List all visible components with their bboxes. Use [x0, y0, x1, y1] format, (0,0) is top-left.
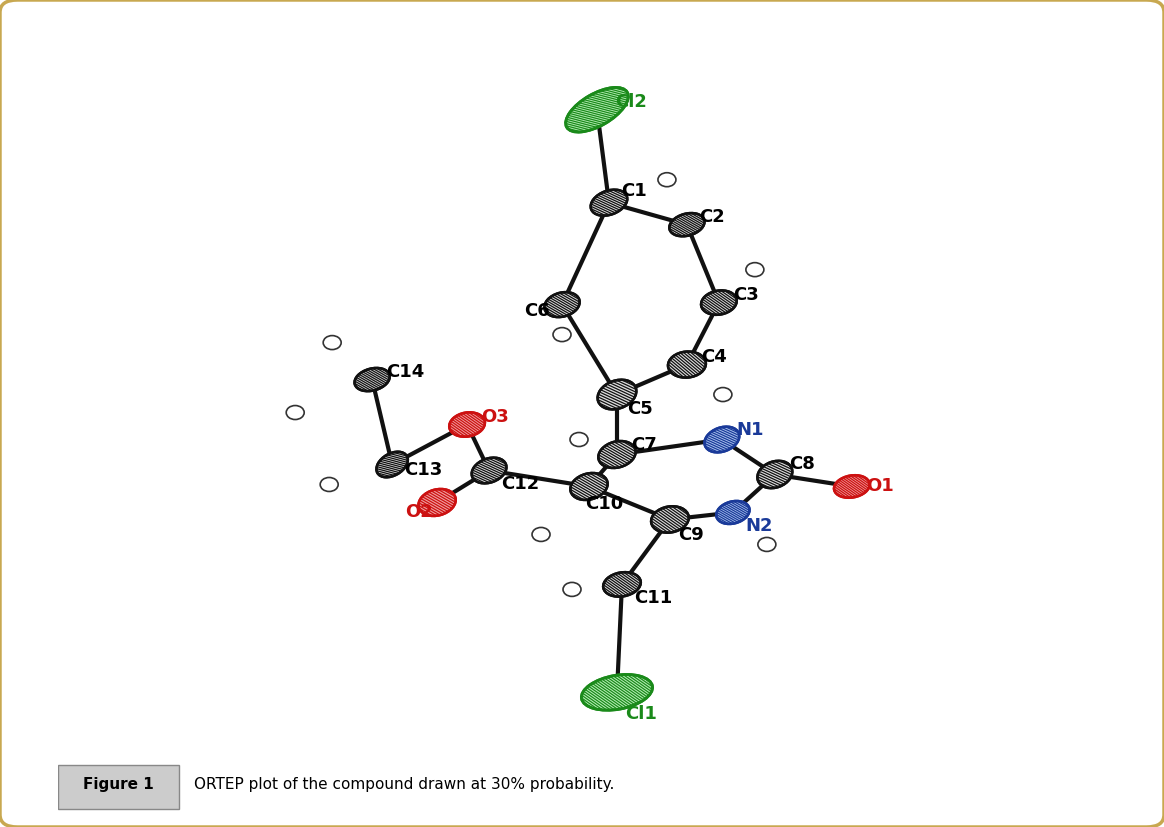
Text: C11: C11 — [634, 590, 673, 607]
Text: C2: C2 — [698, 208, 725, 226]
Text: C1: C1 — [620, 182, 647, 199]
Ellipse shape — [582, 675, 653, 710]
Text: C10: C10 — [585, 495, 623, 514]
Ellipse shape — [376, 452, 407, 477]
Ellipse shape — [758, 538, 776, 552]
Ellipse shape — [590, 189, 627, 216]
Text: ORTEP plot of the compound drawn at 30% probability.: ORTEP plot of the compound drawn at 30% … — [194, 777, 615, 792]
Text: Figure 1: Figure 1 — [83, 777, 154, 792]
Ellipse shape — [716, 501, 750, 524]
Text: C9: C9 — [677, 527, 704, 544]
Ellipse shape — [597, 380, 637, 409]
Text: O3: O3 — [481, 408, 509, 426]
Text: Cl1: Cl1 — [625, 705, 656, 724]
Ellipse shape — [324, 336, 341, 350]
Ellipse shape — [669, 213, 704, 237]
Text: C5: C5 — [627, 399, 653, 418]
Ellipse shape — [714, 388, 732, 402]
Text: Cl2: Cl2 — [615, 93, 647, 111]
Ellipse shape — [704, 427, 739, 452]
Ellipse shape — [746, 263, 764, 277]
Text: N1: N1 — [736, 420, 764, 438]
Text: C14: C14 — [386, 362, 425, 380]
Ellipse shape — [603, 572, 641, 596]
Ellipse shape — [833, 476, 870, 498]
Text: C6: C6 — [524, 302, 549, 319]
Ellipse shape — [449, 413, 485, 437]
Text: N2: N2 — [745, 518, 773, 535]
Ellipse shape — [758, 461, 793, 488]
Text: C8: C8 — [789, 456, 815, 474]
Ellipse shape — [553, 327, 572, 342]
Ellipse shape — [598, 441, 636, 468]
Text: O1: O1 — [866, 477, 894, 495]
Text: C13: C13 — [404, 461, 442, 480]
Ellipse shape — [355, 368, 390, 391]
Text: C12: C12 — [501, 476, 539, 494]
Ellipse shape — [418, 489, 456, 516]
FancyBboxPatch shape — [58, 765, 179, 810]
Ellipse shape — [570, 433, 588, 447]
Text: C7: C7 — [631, 436, 656, 453]
Ellipse shape — [286, 405, 304, 419]
Ellipse shape — [701, 290, 737, 315]
Ellipse shape — [563, 582, 581, 596]
Ellipse shape — [545, 292, 580, 317]
Ellipse shape — [320, 477, 339, 491]
Ellipse shape — [658, 173, 676, 187]
Text: C3: C3 — [733, 285, 759, 304]
Text: O2: O2 — [405, 504, 433, 522]
Ellipse shape — [532, 528, 551, 542]
Ellipse shape — [570, 473, 608, 500]
Ellipse shape — [668, 351, 705, 378]
Ellipse shape — [651, 506, 689, 533]
Ellipse shape — [471, 457, 506, 483]
Ellipse shape — [566, 88, 629, 132]
Text: C4: C4 — [701, 347, 726, 366]
